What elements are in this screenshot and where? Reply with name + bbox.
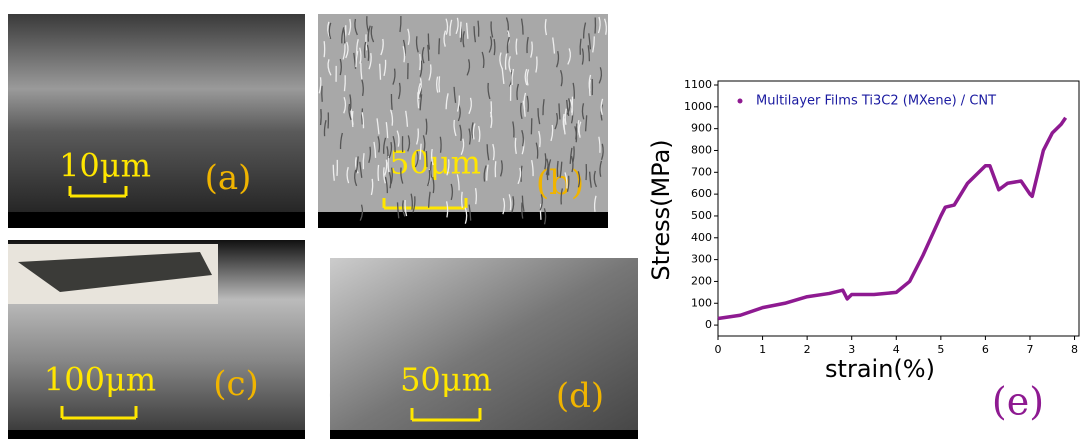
x-tick-label: 1 (759, 343, 766, 356)
wrinkle (462, 192, 463, 208)
legend-marker (738, 99, 743, 104)
y-tick-label: 500 (691, 209, 712, 222)
panel-label: (d) (556, 376, 604, 416)
x-tick-label: 2 (804, 343, 811, 356)
wrinkle (495, 161, 496, 177)
figure: 10μm (a) 50μm (b) 100μm (c) 50μm (d) 010… (0, 0, 1082, 439)
y-tick-label: 400 (691, 231, 712, 244)
wrinkle (388, 156, 389, 172)
x-tick-label: 0 (715, 343, 722, 356)
wrinkle (380, 64, 381, 80)
panel-label: (c) (213, 364, 259, 404)
wrinkle (516, 39, 517, 55)
y-axis-label: Stress(MPa) (647, 139, 675, 280)
wrinkle (557, 161, 558, 177)
wrinkle (321, 109, 322, 125)
wrinkle (324, 41, 325, 57)
scale-label: 10μm (59, 147, 151, 185)
legend-label: Multilayer Films Ti3C2 (MXene) / CNT (756, 94, 996, 109)
y-tick-label: 600 (691, 187, 712, 200)
y-tick-label: 700 (691, 165, 712, 178)
wrinkle (590, 80, 591, 96)
x-tick-label: 7 (1026, 343, 1033, 356)
y-tick-label: 800 (691, 143, 712, 156)
x-tick-label: 6 (982, 343, 989, 356)
wrinkle (420, 54, 421, 70)
panel-label: (a) (205, 158, 252, 198)
plot-frame (718, 81, 1079, 336)
wrinkle (439, 38, 440, 54)
y-tick-label: 300 (691, 253, 712, 266)
scale-label: 100μm (44, 361, 156, 399)
x-tick-label: 8 (1071, 343, 1078, 356)
y-tick-label: 1000 (684, 100, 712, 113)
wrinkle (478, 21, 479, 37)
scale-label: 50μm (400, 361, 492, 399)
y-tick-label: 1100 (684, 78, 712, 91)
wrinkle (426, 119, 427, 135)
panel-c: 100μm (c) (8, 240, 305, 439)
y-tick-label: 100 (691, 296, 712, 309)
panel-label: (b) (536, 163, 584, 203)
wrinkle (426, 151, 427, 167)
wrinkle (363, 153, 364, 169)
wrinkle (418, 92, 419, 108)
x-tick-label: 5 (937, 343, 944, 356)
y-tick-label: 200 (691, 274, 712, 287)
panel-a: 10μm (a) (8, 14, 305, 228)
panel-d: 50μm (d) (330, 258, 638, 439)
y-tick-label: 0 (705, 318, 712, 331)
y-tick-label: 900 (691, 122, 712, 135)
panel-label: (e) (992, 380, 1044, 424)
wrinkle (460, 22, 461, 38)
data-line (718, 118, 1066, 319)
wrinkle (494, 39, 495, 55)
wrinkle (391, 94, 392, 110)
x-axis-label: strain(%) (825, 355, 935, 383)
